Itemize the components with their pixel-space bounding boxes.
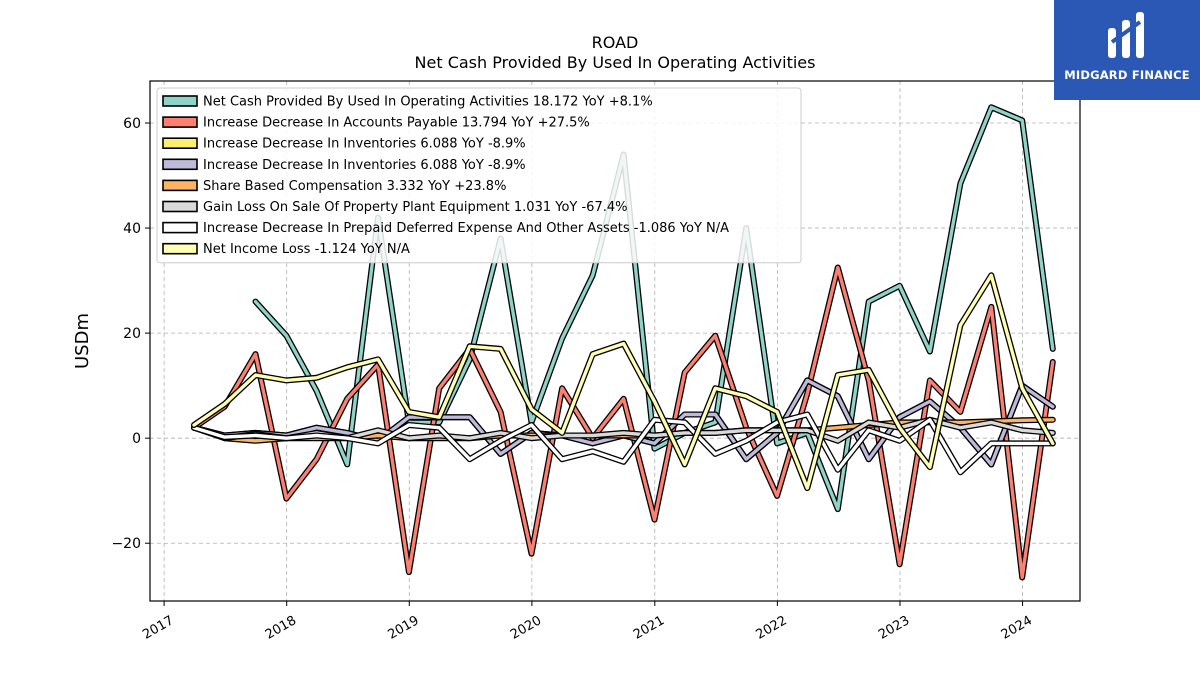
- series-line: [253, 105, 1055, 511]
- y-tick-label: −20: [111, 536, 141, 552]
- legend-swatch: [162, 200, 198, 213]
- legend-entry: Increase Decrease In Accounts Payable 13…: [203, 116, 590, 131]
- legend-entry: Increase Decrease In Prepaid Deferred Ex…: [203, 221, 729, 236]
- x-tick-label: 2021: [631, 613, 667, 643]
- series-2: [191, 264, 1056, 581]
- x-tick-label: 2024: [999, 613, 1035, 643]
- series-8: [191, 272, 1056, 492]
- legend-swatch: [162, 95, 198, 107]
- series-1: [252, 104, 1056, 513]
- legend-entry: Net Income Loss -1.124 YoY N/A: [203, 242, 410, 257]
- midgard-finance-logo: MIDGARD FINANCE: [1054, 0, 1200, 100]
- legend-swatch: [162, 116, 198, 128]
- series-line: [192, 273, 1055, 490]
- chart-subtitle: Net Cash Provided By Used In Operating A…: [415, 53, 816, 72]
- series-7: [191, 411, 1056, 476]
- legend-swatch: [162, 179, 198, 192]
- x-tick-label: 2018: [263, 613, 299, 643]
- legend-entry: Increase Decrease In Inventories 6.088 Y…: [203, 137, 526, 152]
- legend-entry: Share Based Compensation 3.332 YoY +23.8…: [203, 179, 506, 194]
- y-tick-label: 20: [123, 326, 141, 342]
- series-lines: [191, 104, 1056, 581]
- x-tick-label: 2023: [876, 613, 912, 643]
- x-tick-label: 2022: [754, 613, 790, 643]
- y-tick-label: 0: [132, 431, 141, 447]
- y-tick-label: 40: [123, 221, 141, 237]
- chart-title: ROAD: [592, 33, 639, 52]
- legend-entry: Gain Loss On Sale Of Property Plant Equi…: [203, 200, 627, 215]
- legend: Net Cash Provided By Used In Operating A…: [156, 87, 802, 264]
- y-axis-label: USDm: [72, 313, 93, 369]
- legend-entry: Increase Decrease In Inventories 6.088 Y…: [203, 158, 526, 173]
- x-tick-label: 2017: [140, 613, 176, 643]
- legend-swatch: [162, 221, 198, 234]
- plot-frame: [149, 80, 1081, 602]
- legend-entry: Net Cash Provided By Used In Operating A…: [203, 95, 653, 110]
- x-tick-label: 2020: [508, 613, 544, 643]
- brand-name: MIDGARD FINANCE: [1064, 68, 1190, 82]
- series-line-outline: [191, 272, 1056, 492]
- series-line: [192, 265, 1055, 580]
- legend-swatch: [162, 158, 198, 171]
- legend-swatch: [162, 242, 198, 255]
- x-tick-label: 2019: [385, 613, 421, 643]
- legend-box: [156, 87, 802, 264]
- y-tick-label: 60: [123, 116, 141, 132]
- series-line: [192, 412, 1055, 474]
- logo-mark-icon: [1108, 12, 1144, 58]
- legend-swatch: [162, 137, 198, 149]
